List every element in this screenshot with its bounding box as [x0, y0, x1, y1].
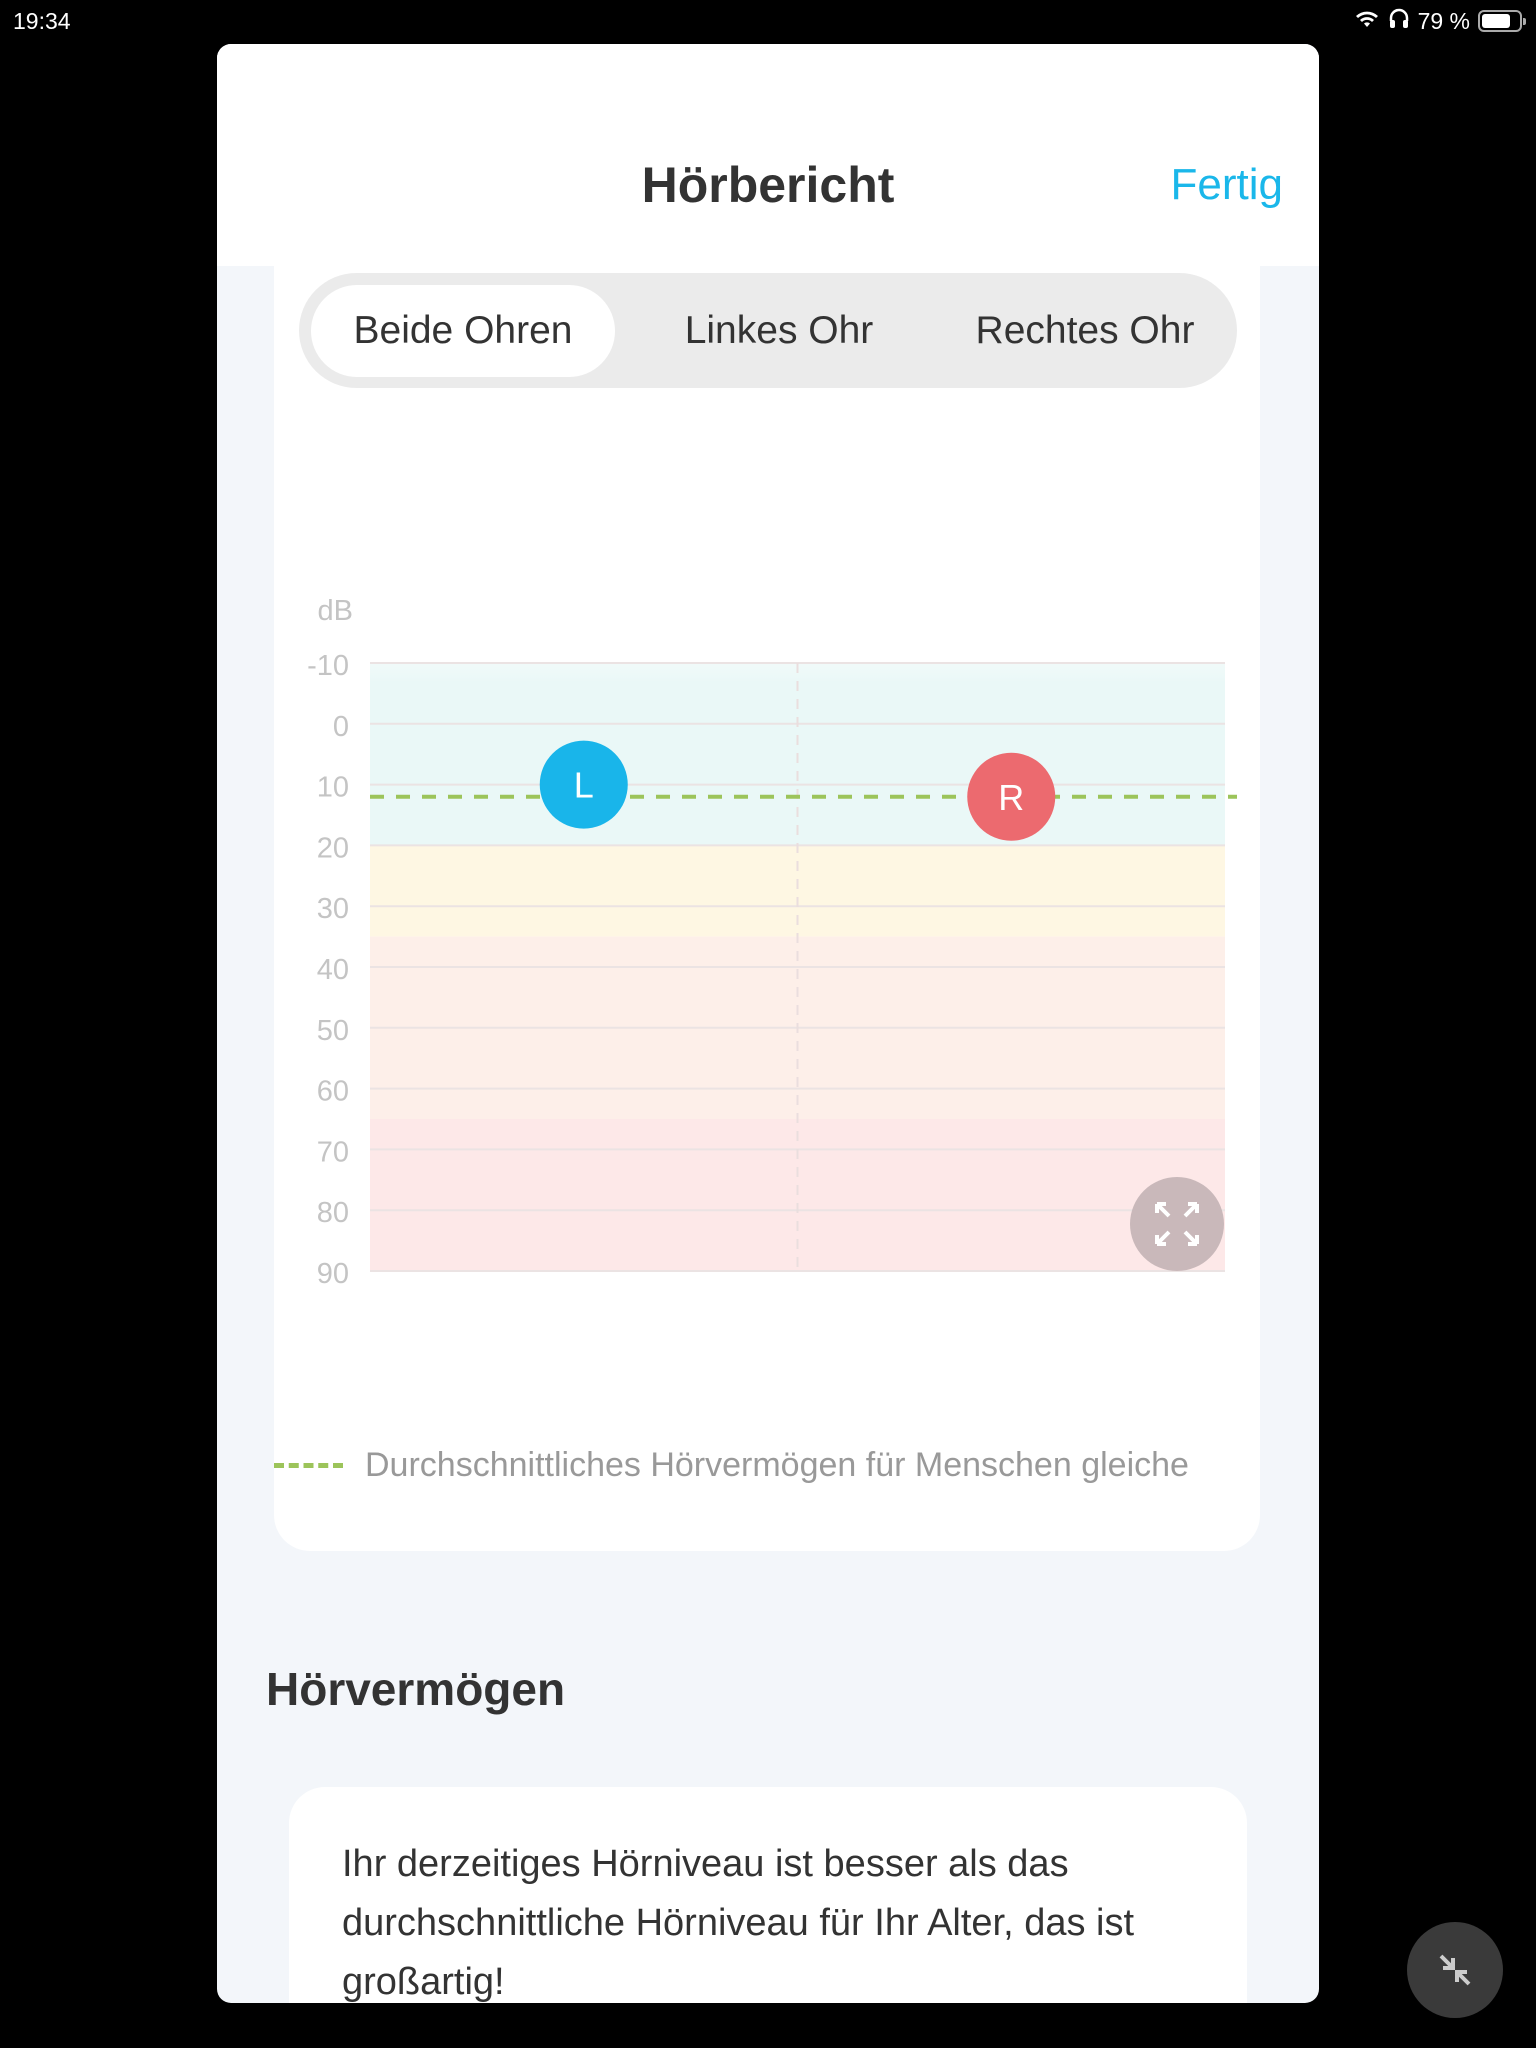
battery-level: 79 % [1417, 7, 1470, 34]
ear-marker-label: R [998, 777, 1024, 818]
page-title: Hörbericht [641, 157, 895, 213]
y-tick-label: 40 [317, 954, 349, 986]
collapse-button[interactable] [1407, 1922, 1503, 2018]
y-tick-label: 60 [317, 1076, 349, 1108]
ear-selector: Beide Ohren Linkes Ohr Rechtes Ohr [299, 273, 1237, 388]
y-axis-label: dB [318, 595, 353, 627]
legend-dashed-line [274, 1463, 343, 1468]
status-bar: 19:34 79 % [0, 0, 1536, 44]
top-fade [370, 623, 1225, 683]
tab-both-ears[interactable]: Beide Ohren [311, 285, 615, 377]
done-button[interactable]: Fertig [1170, 160, 1283, 209]
legend-text: Durchschnittliches Hörvermögen für Mensc… [365, 1446, 1189, 1484]
ear-marker-label: L [574, 765, 594, 806]
y-tick-label: 0 [333, 711, 349, 743]
chart-legend: Durchschnittliches Hörvermögen für Mensc… [274, 1446, 1189, 1485]
ear-marker-r [967, 752, 1056, 841]
wifi-icon [1354, 8, 1380, 35]
ear-marker-l [539, 740, 628, 829]
y-tick-label: 50 [317, 1015, 349, 1047]
result-card: Ihr derzeitiges Hörniveau ist besser als… [289, 1787, 1247, 2003]
audiogram-chart: -10 0 10 20 30 40 50 60 70 80 90 dB L R [307, 595, 1237, 1290]
battery-icon [1478, 10, 1526, 32]
y-tick-label: -10 [307, 650, 349, 682]
tab-left-ear[interactable]: Linkes Ohr [684, 309, 874, 352]
y-tick-label: 30 [317, 893, 349, 925]
result-text: Ihr derzeitiges Hörniveau ist besser als… [342, 1843, 1135, 2003]
tab-right-ear[interactable]: Rechtes Ohr [975, 309, 1195, 352]
hearing-report-sheet: Hörbericht Fertig Beide Ohren Linkes Ohr… [217, 44, 1319, 2003]
y-tick-label: 70 [317, 1136, 349, 1168]
section-title: Hörvermögen [266, 1663, 566, 1715]
headphones-icon [1388, 7, 1410, 35]
expand-icon [1155, 1202, 1199, 1246]
y-tick-label: 20 [317, 832, 349, 864]
status-time: 19:34 [13, 8, 71, 34]
y-tick-label: 90 [317, 1258, 349, 1290]
collapse-icon [1439, 1954, 1471, 1986]
nav-header: Hörbericht Fertig [217, 44, 1319, 266]
y-tick-label: 80 [317, 1197, 349, 1229]
y-tick-label: 10 [317, 772, 349, 804]
expand-button[interactable] [1130, 1177, 1224, 1271]
